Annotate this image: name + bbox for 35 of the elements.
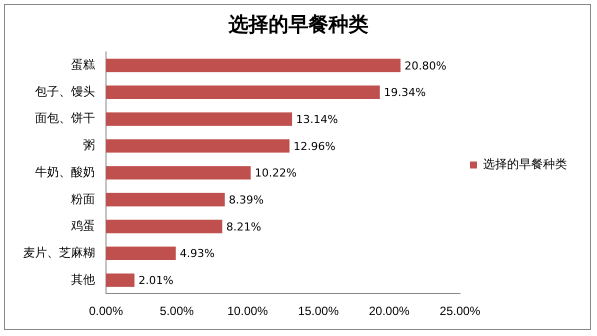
y-tick-label: 其他: [71, 272, 95, 286]
bar: [106, 86, 380, 99]
y-tick-label: 蛋糕: [71, 58, 95, 72]
bar: [106, 166, 251, 180]
bar: [106, 246, 176, 260]
data-label: 4.93%: [180, 247, 215, 260]
x-tick-label: 5.00%: [160, 304, 194, 318]
chart-title: 选择的早餐种类: [228, 12, 368, 36]
bar: [106, 139, 290, 153]
y-tick-label: 鸡蛋: [70, 218, 95, 233]
data-label: 12.96%: [294, 140, 336, 153]
y-tick-label: 牛奶、酸奶: [35, 164, 95, 179]
data-label: 8.39%: [228, 194, 264, 207]
x-tick-label: 15.00%: [298, 304, 340, 318]
y-tick-label: 粥: [83, 138, 95, 152]
x-tick-label: 10.00%: [227, 304, 268, 318]
bar: [106, 220, 222, 234]
x-tick-label: 20.00%: [368, 304, 410, 318]
legend-label: 选择的早餐种类: [483, 157, 567, 172]
bar: [106, 112, 292, 126]
bar: [106, 192, 225, 206]
y-tick-label: 面包、饼干: [35, 111, 95, 126]
y-tick-label: 粉面: [71, 192, 95, 206]
y-tick-label: 麦片、芝麻糊: [23, 245, 95, 260]
bar: [106, 273, 134, 287]
bar: [106, 58, 401, 72]
data-label: 20.80%: [404, 59, 446, 72]
data-label: 10.22%: [254, 166, 297, 180]
data-label: 13.14%: [296, 112, 338, 126]
x-tick-label: 25.00%: [440, 304, 481, 318]
data-label: 19.34%: [384, 86, 426, 100]
x-tick-label: 0.00%: [88, 304, 124, 318]
data-label: 2.01%: [138, 274, 174, 288]
data-label: 8.21%: [226, 220, 262, 234]
y-tick-label: 包子、馒头: [35, 84, 95, 98]
